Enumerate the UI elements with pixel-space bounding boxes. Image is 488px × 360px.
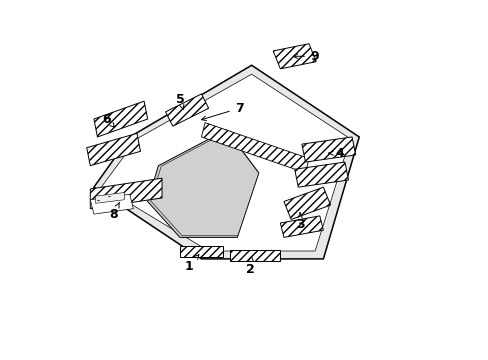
Text: 1: 1	[184, 255, 199, 273]
Polygon shape	[294, 162, 348, 187]
Polygon shape	[94, 65, 359, 259]
Polygon shape	[90, 194, 133, 214]
Text: 4: 4	[328, 147, 343, 159]
Polygon shape	[284, 187, 330, 220]
Polygon shape	[86, 134, 140, 166]
Polygon shape	[273, 44, 316, 69]
Polygon shape	[230, 250, 280, 261]
Polygon shape	[280, 216, 323, 237]
Text: 9: 9	[293, 50, 318, 63]
Polygon shape	[147, 130, 258, 237]
Polygon shape	[150, 131, 258, 236]
Text: 3: 3	[295, 213, 304, 231]
Polygon shape	[90, 178, 162, 209]
Polygon shape	[102, 74, 349, 251]
Polygon shape	[165, 94, 208, 126]
Text: 6: 6	[102, 113, 114, 127]
Text: 8: 8	[109, 202, 119, 221]
Text: 5: 5	[175, 93, 184, 109]
Polygon shape	[96, 193, 124, 203]
Polygon shape	[201, 123, 308, 173]
Polygon shape	[94, 101, 147, 137]
Text: 2: 2	[245, 256, 254, 276]
Polygon shape	[180, 246, 223, 257]
Polygon shape	[301, 137, 355, 162]
Text: 7: 7	[201, 102, 243, 121]
